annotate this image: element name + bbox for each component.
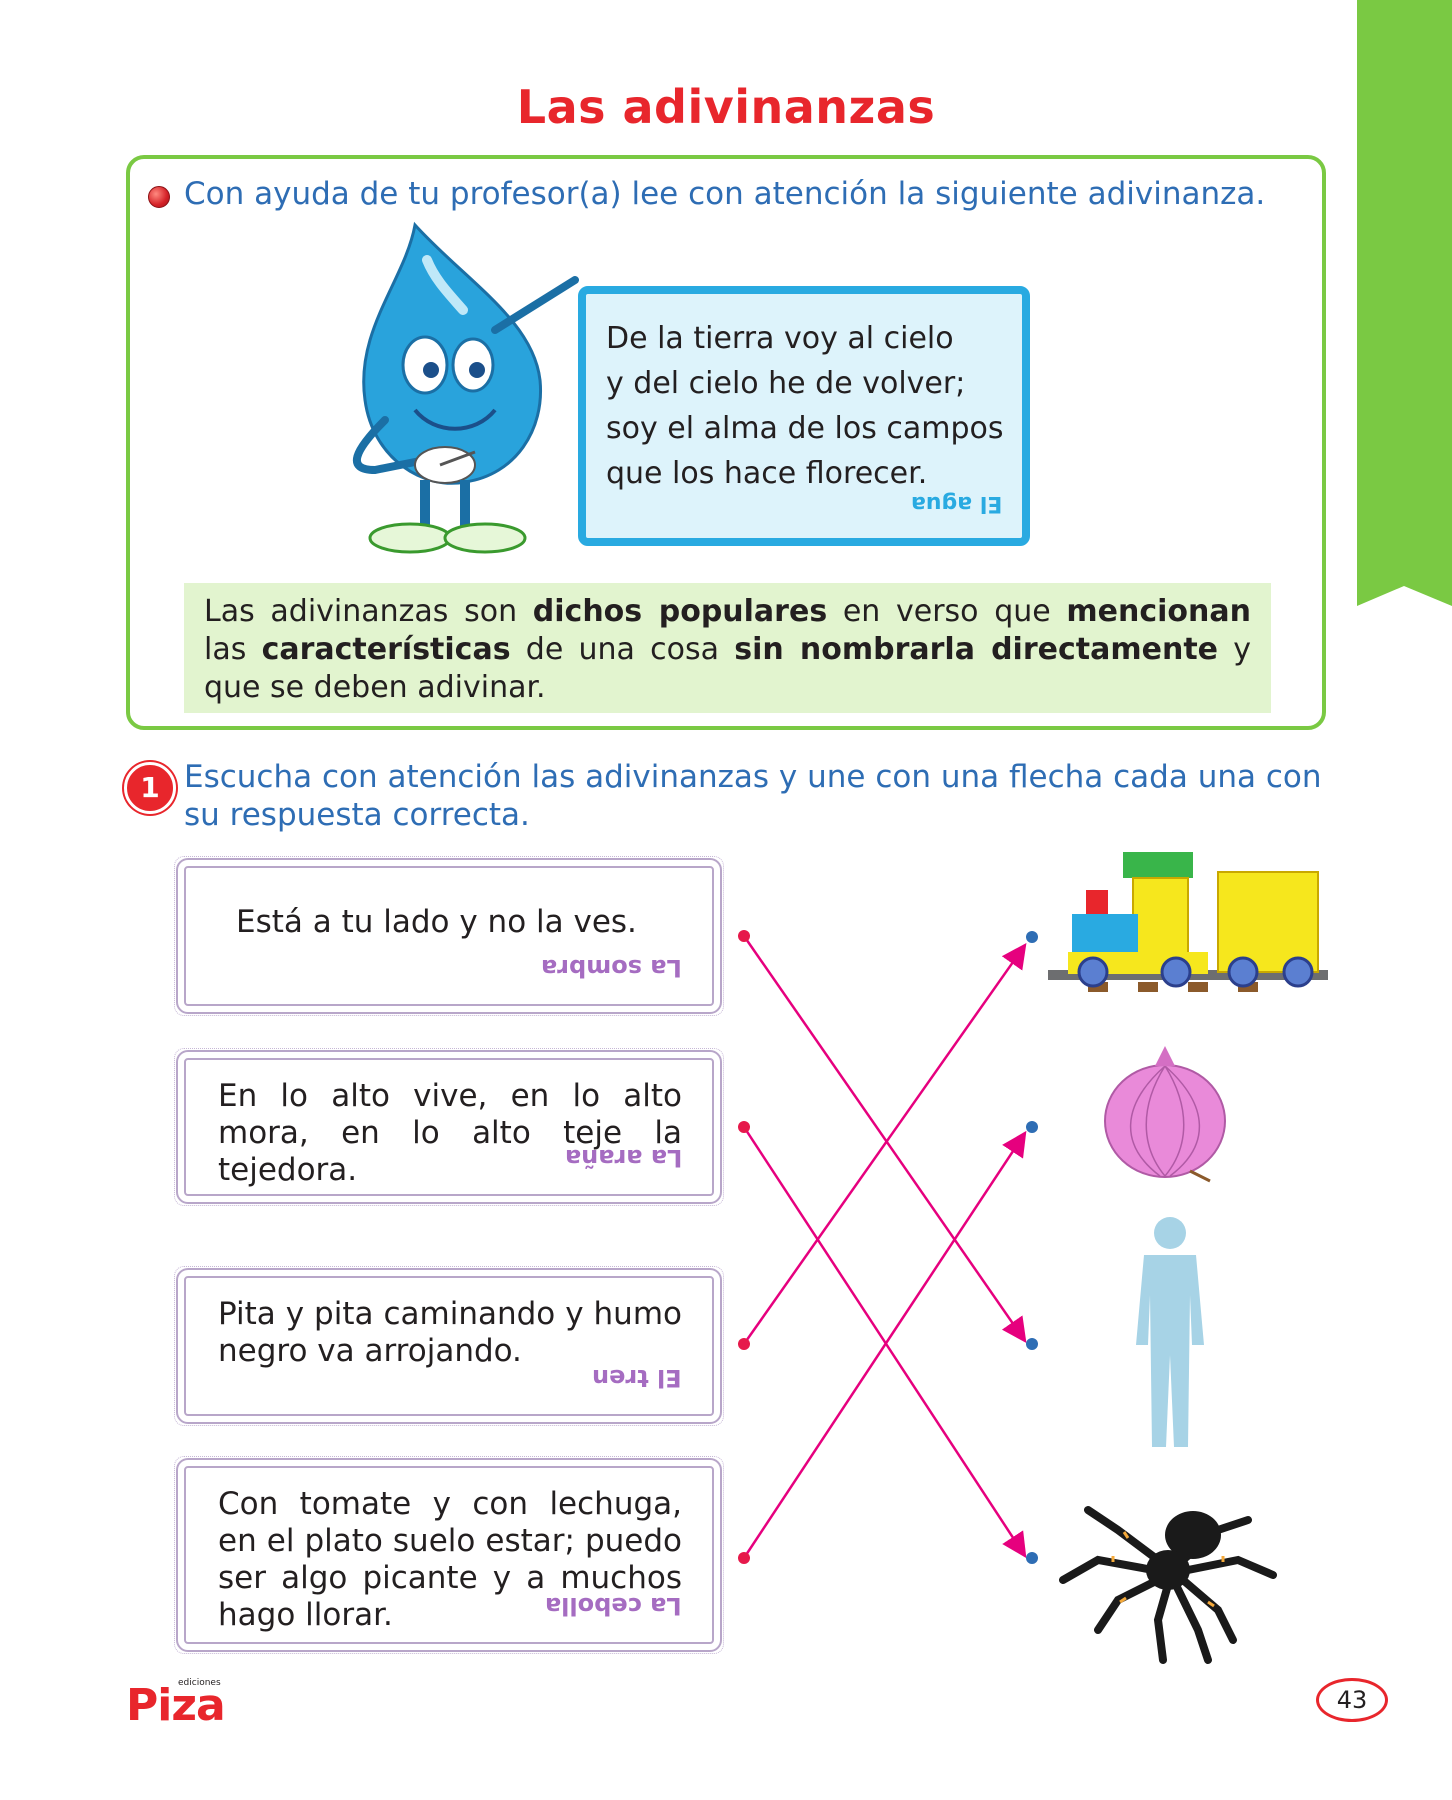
intro-panel — [126, 155, 1326, 730]
riddle-card-3: Pita y pita caminando y humo negro va ar… — [174, 1266, 724, 1426]
definition-bold: dichos populares — [532, 594, 828, 629]
riddle-card-text: En lo alto vive, en lo alto mora, en lo … — [218, 1078, 682, 1188]
riddle-card-answer: La cebolla — [545, 1592, 682, 1620]
arrow-train-to-train — [742, 942, 1027, 1345]
page-title: Las adivinanzas — [516, 80, 936, 134]
definition-bold: sin nombrarla directamente — [734, 632, 1219, 667]
riddle-line: soy el alma de los campos — [606, 411, 1004, 446]
riddle-card-4: Con tomate y con lechuga, en el plato su… — [174, 1456, 724, 1654]
page-number: 43 — [1316, 1678, 1388, 1722]
riddle-line: que los hace florecer. — [606, 456, 928, 491]
definition-bold: características — [261, 632, 511, 667]
end-dot[interactable] — [1026, 931, 1038, 943]
riddle-card-1: Está a tu lado y no la ves. La sombra — [174, 856, 724, 1016]
riddle-answer: El agua — [910, 491, 1002, 516]
start-dot[interactable] — [738, 930, 750, 942]
end-dot[interactable] — [1026, 1552, 1038, 1564]
riddle-text: De la tierra voy al cielo y del cielo he… — [606, 316, 1004, 496]
riddle-card-text: Está a tu lado y no la ves. — [236, 904, 637, 940]
arrow-onion-to-onion — [742, 1130, 1027, 1559]
activity-number-badge: 1 — [124, 762, 176, 814]
definition-text: de una cosa — [510, 632, 735, 667]
intro-instruction: Con ayuda de tu profesor(a) lee con aten… — [184, 176, 1266, 212]
end-dot[interactable] — [1026, 1121, 1038, 1133]
water-drop-mascot-image — [352, 221, 579, 554]
publisher-small: ediciones — [178, 1678, 221, 1688]
definition-bold: mencionan — [1066, 594, 1251, 629]
riddle-card-text: Pita y pita caminando y humo negro va ar… — [218, 1296, 682, 1369]
definition-text: Las adivinanzas son — [204, 594, 533, 629]
riddle-card-answer: La araña — [564, 1144, 682, 1172]
arrow-shadow-to-person — [742, 935, 1027, 1344]
riddle-card-answer: El tren — [592, 1364, 682, 1392]
definition-text: en verso que — [827, 594, 1067, 629]
publisher-logo: Piza — [126, 1680, 226, 1731]
onion-image — [1104, 1046, 1226, 1183]
riddle-card-text: Con tomate y con lechuga, en el plato su… — [218, 1486, 682, 1633]
riddle-card-2: En lo alto vive, en lo alto mora, en lo … — [174, 1048, 724, 1206]
riddle-line: y del cielo he de volver; — [606, 366, 966, 401]
riddle-card-answer: La sombra — [541, 954, 682, 982]
train-image — [1048, 852, 1328, 992]
riddle-box: De la tierra voy al cielo y del cielo he… — [578, 286, 1030, 546]
definition-text: las — [204, 632, 262, 667]
spider-image — [1059, 1506, 1277, 1664]
bullet-icon — [148, 186, 170, 208]
definition-text: y que se deben adivinar. — [204, 632, 1251, 705]
start-dot[interactable] — [738, 1338, 750, 1350]
end-dot[interactable] — [1026, 1338, 1038, 1350]
arrow-spider-to-spider — [742, 1126, 1027, 1559]
side-tab: Habilidades auditivas — [1219, 0, 1452, 606]
start-dot[interactable] — [738, 1121, 750, 1133]
definition-box: Las adivinanzas son dichos populares en … — [184, 583, 1271, 713]
person-silhouette-image — [1136, 1217, 1204, 1447]
riddle-line: De la tierra voy al cielo — [606, 321, 954, 356]
start-dot[interactable] — [738, 1552, 750, 1564]
activity-instruction: Escucha con atención las adivinanzas y u… — [184, 759, 1322, 833]
